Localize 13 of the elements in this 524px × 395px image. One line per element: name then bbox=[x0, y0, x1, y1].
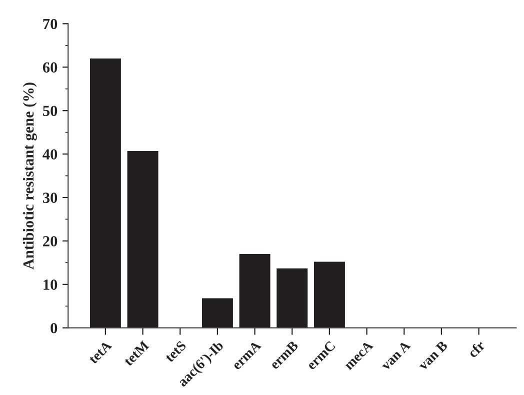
x-tick-label: cfr bbox=[467, 340, 486, 358]
y-axis-title: Antibiotic resistant gene (%) bbox=[22, 82, 37, 270]
y-tick-label: 10 bbox=[44, 280, 58, 290]
x-tick-label: tetA bbox=[88, 340, 112, 364]
y-tick-label: 50 bbox=[43, 106, 58, 116]
y-tick-label: 30 bbox=[43, 192, 58, 203]
y-tick-label: 40 bbox=[42, 149, 58, 160]
y-tick-label: 20 bbox=[43, 236, 58, 246]
x-tick-label: van B bbox=[418, 340, 448, 371]
y-tick-label: 70 bbox=[43, 18, 58, 30]
x-tick-label: van A bbox=[380, 340, 411, 371]
y-tick-label: 60 bbox=[42, 62, 58, 73]
y-tick-label: 0 bbox=[50, 322, 58, 334]
